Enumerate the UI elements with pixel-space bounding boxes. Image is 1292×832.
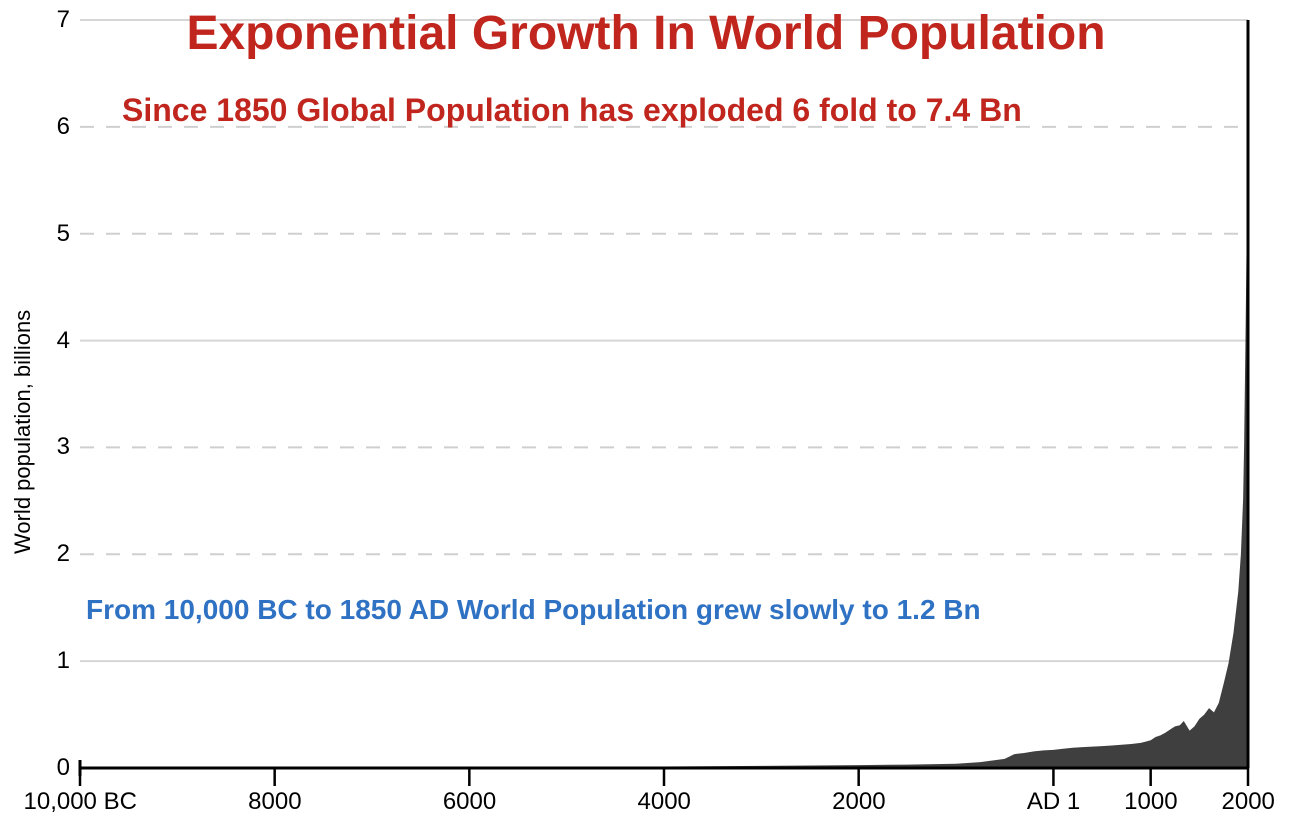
population-chart: Exponential Growth In World Population S…: [0, 0, 1292, 832]
y-tick-label: 0: [57, 754, 70, 782]
x-tick-label: 2000: [1222, 788, 1275, 816]
x-tick-label: 8000: [248, 788, 301, 816]
chart-subtitle-red: Since 1850 Global Population has explode…: [122, 92, 1022, 129]
y-tick-label: 2: [57, 540, 70, 568]
x-tick-label: AD 1: [1027, 788, 1080, 816]
y-axis-title: World population, billions: [10, 310, 36, 554]
y-tick-label: 6: [57, 113, 70, 141]
x-tick-label: 2000: [832, 788, 885, 816]
y-tick-label: 4: [57, 327, 70, 355]
y-tick-label: 3: [57, 433, 70, 461]
chart-subtitle-blue: From 10,000 BC to 1850 AD World Populati…: [86, 594, 981, 626]
y-tick-label: 5: [57, 220, 70, 248]
x-tick-label: 1000: [1124, 788, 1177, 816]
y-tick-label: 7: [57, 6, 70, 34]
x-tick-label: 10,000 BC: [24, 788, 137, 816]
x-tick-label: 4000: [638, 788, 691, 816]
y-tick-label: 1: [57, 647, 70, 675]
x-tick-label: 6000: [443, 788, 496, 816]
chart-title: Exponential Growth In World Population: [186, 6, 1105, 61]
